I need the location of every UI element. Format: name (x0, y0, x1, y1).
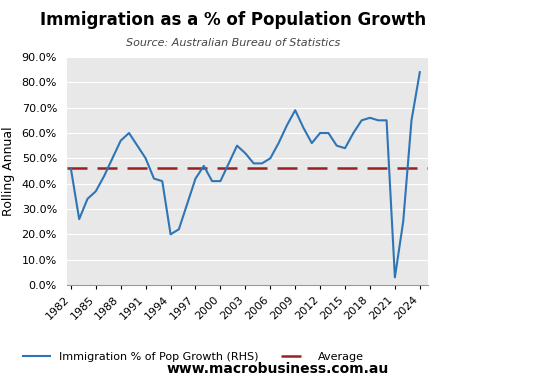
Text: Immigration as a % of Population Growth: Immigration as a % of Population Growth (41, 11, 426, 29)
Y-axis label: Rolling Annual: Rolling Annual (2, 126, 14, 216)
Legend: Immigration % of Pop Growth (RHS), Average: Immigration % of Pop Growth (RHS), Avera… (18, 347, 368, 366)
Text: BUSINESS: BUSINESS (455, 49, 524, 62)
Text: www.macrobusiness.com.au: www.macrobusiness.com.au (167, 362, 389, 376)
Text: Source: Australian Bureau of Statistics: Source: Australian Bureau of Statistics (126, 38, 341, 48)
Text: MACRO: MACRO (464, 27, 515, 40)
